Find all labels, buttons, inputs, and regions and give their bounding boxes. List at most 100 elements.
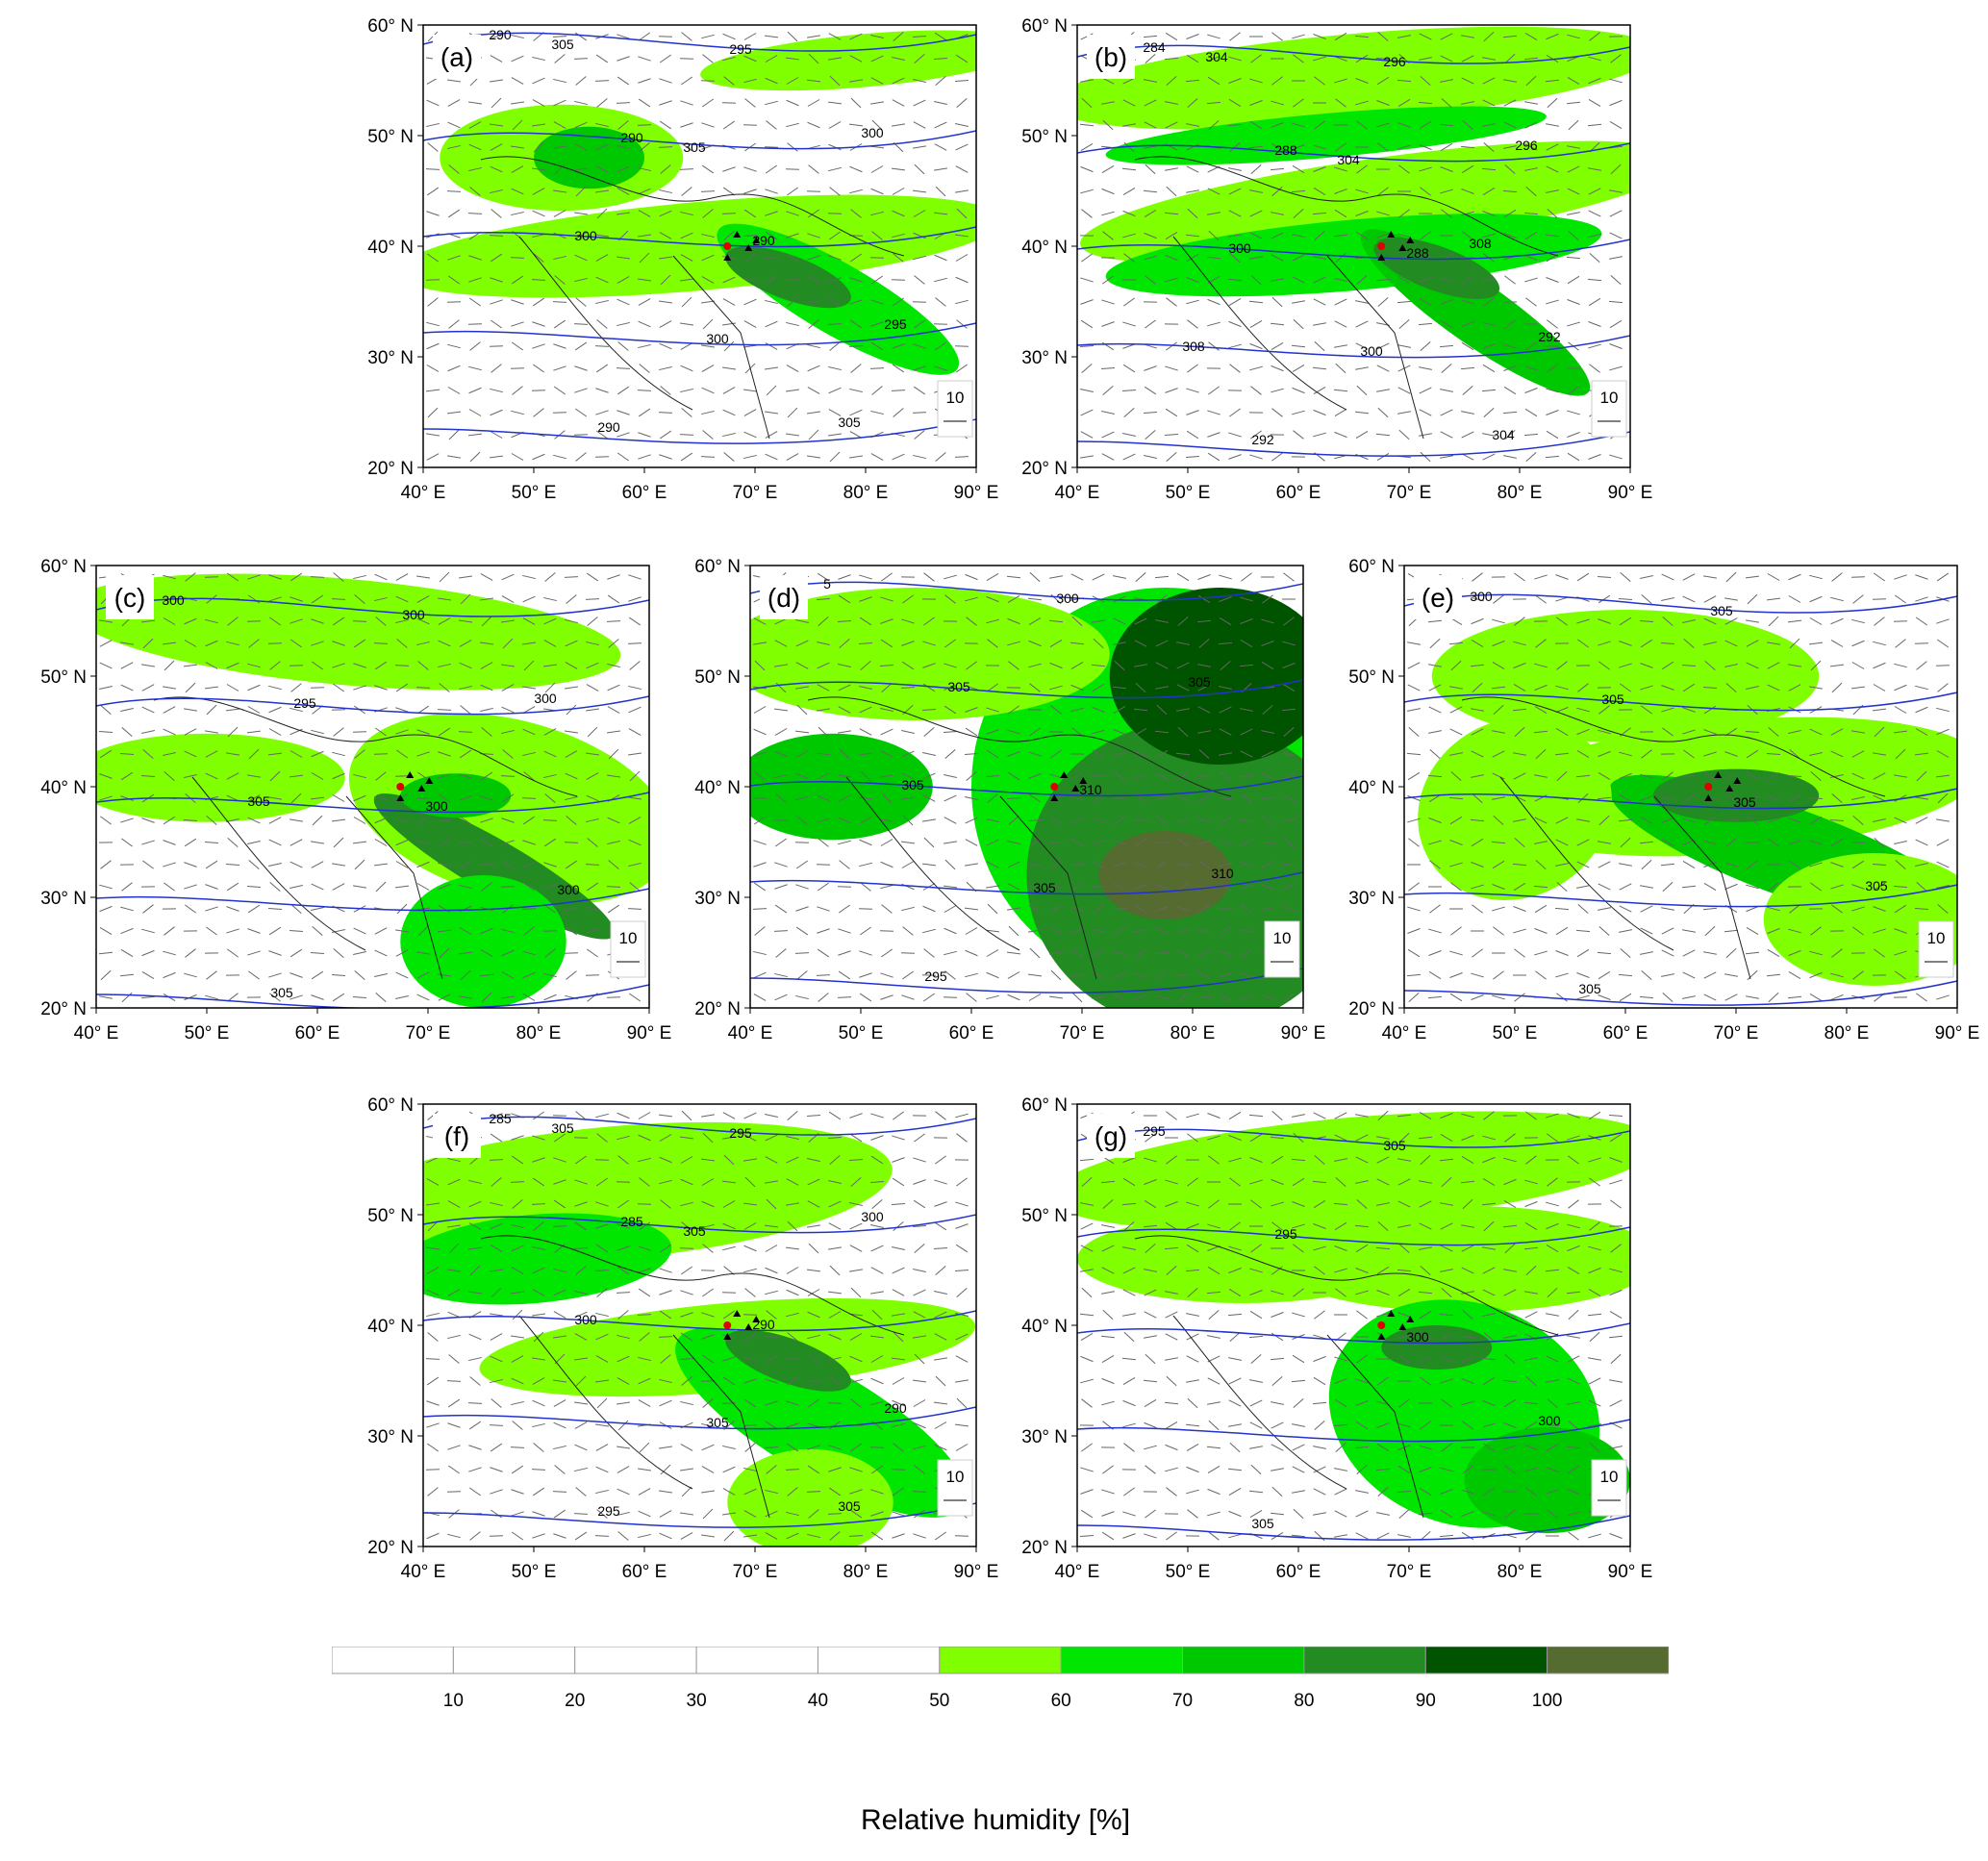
contour-label: 284 [1143, 39, 1166, 55]
humidity-shading [400, 875, 566, 1008]
x-tick-label: 80° E [1497, 1562, 1543, 1582]
x-tick-label: 90° E [1608, 483, 1653, 503]
contour-label: 285 [489, 1111, 512, 1126]
contour-label: 310 [1079, 782, 1102, 797]
colorbar-tick-label: 60 [1051, 1691, 1071, 1711]
y-tick-label: 30° N [1021, 348, 1068, 368]
x-tick-label: 50° E [185, 1023, 230, 1044]
contour-label: 300 [574, 1312, 597, 1327]
contour-label: 305 [551, 37, 574, 52]
x-tick-label: 60° E [1276, 483, 1321, 503]
colorbar-tick-label: 90 [1416, 1691, 1436, 1711]
colorbar-tick-label: 10 [443, 1691, 464, 1711]
contour-label: 305 [1601, 692, 1624, 707]
y-tick-label: 50° N [1021, 1206, 1068, 1226]
contour-label: 5 [823, 576, 831, 591]
contour-label: 305 [838, 415, 861, 430]
contour-label: 300 [861, 125, 884, 140]
contour-label: 300 [1056, 591, 1079, 606]
x-tick-label: 60° E [622, 483, 667, 503]
x-tick-label: 70° E [406, 1023, 451, 1044]
contour-label: 295 [1274, 1226, 1297, 1242]
contour-label: 300 [861, 1209, 884, 1224]
x-tick-label: 40° E [728, 1023, 773, 1044]
x-tick-label: 50° E [512, 483, 557, 503]
x-tick-label: 40° E [74, 1023, 119, 1044]
contour-label: 305 [683, 139, 706, 155]
x-tick-label: 90° E [627, 1023, 672, 1044]
contour-label: 295 [729, 41, 752, 57]
reference-vector-label: 10 [1927, 929, 1946, 947]
contour-label: 304 [1492, 427, 1515, 442]
x-tick-label: 70° E [1387, 1562, 1432, 1582]
y-tick-label: 40° N [1021, 238, 1068, 258]
y-tick-label: 30° N [367, 1427, 414, 1447]
y-tick-label: 50° N [1021, 127, 1068, 147]
station-marker [396, 783, 404, 791]
x-tick-label: 60° E [1603, 1023, 1648, 1044]
panel-label: (c) [114, 583, 146, 613]
contour-label: 305 [683, 1223, 706, 1239]
contour-label: 300 [574, 228, 597, 243]
reference-vector-label: 10 [946, 1468, 965, 1486]
x-tick-label: 70° E [1714, 1023, 1759, 1044]
colorbar-segment [696, 1647, 818, 1673]
y-tick-label: 60° N [40, 557, 87, 577]
y-tick-label: 60° N [694, 557, 741, 577]
colorbar-segment [1548, 1647, 1669, 1673]
map-a: 290290290295290295300300300305305305(a)1… [365, 17, 1039, 517]
contour-label: 305 [901, 777, 924, 792]
y-tick-label: 60° N [1021, 1095, 1068, 1116]
contour-label: 305 [838, 1498, 861, 1514]
y-tick-label: 40° N [367, 1317, 414, 1337]
y-tick-label: 20° N [367, 1538, 414, 1558]
y-tick-label: 40° N [40, 778, 87, 798]
contour-label: 295 [924, 968, 947, 984]
y-tick-label: 20° N [367, 459, 414, 479]
contour-label: 300 [557, 882, 580, 897]
y-tick-label: 50° N [694, 667, 741, 688]
contour-label: 290 [620, 130, 643, 145]
contour-label: 290 [884, 1400, 907, 1416]
colorbar-segment [1304, 1647, 1425, 1673]
y-tick-label: 40° N [1021, 1317, 1068, 1337]
contour-label: 305 [706, 1415, 729, 1430]
x-tick-label: 50° E [512, 1562, 557, 1582]
contour-label: 304 [1205, 49, 1228, 64]
contour-label: 308 [1182, 339, 1205, 354]
contour-label: 296 [1383, 54, 1406, 69]
panel-label: (f) [444, 1121, 469, 1151]
y-tick-label: 20° N [40, 999, 87, 1019]
x-tick-label: 90° E [1281, 1023, 1326, 1044]
x-tick-label: 90° E [954, 483, 999, 503]
contour-label: 285 [620, 1214, 643, 1229]
colorbar-tick-label: 50 [929, 1691, 949, 1711]
station-marker [723, 1321, 731, 1329]
x-tick-label: 40° E [1382, 1023, 1427, 1044]
contour-label: 305 [1865, 878, 1888, 893]
y-tick-label: 50° N [367, 127, 414, 147]
contour-label: 305 [1188, 674, 1211, 690]
contour-label: 300 [1360, 343, 1383, 359]
x-tick-label: 40° E [1055, 1562, 1100, 1582]
y-tick-label: 20° N [1021, 1538, 1068, 1558]
colorbar-segment [332, 1647, 453, 1673]
contour-label: 300 [1538, 1413, 1561, 1428]
station-marker [723, 242, 731, 250]
x-tick-label: 80° E [516, 1023, 562, 1044]
contour-label: 295 [1143, 1123, 1166, 1139]
y-tick-label: 60° N [367, 16, 414, 37]
x-tick-label: 50° E [1493, 1023, 1538, 1044]
x-tick-label: 40° E [401, 1562, 446, 1582]
x-tick-label: 50° E [1166, 483, 1211, 503]
station-marker [1704, 783, 1712, 791]
contour-label: 292 [1251, 432, 1274, 447]
contour-label: 305 [1251, 1516, 1274, 1531]
contour-label: 305 [1578, 981, 1601, 996]
contour-label: 295 [293, 695, 316, 711]
contour-label: 295 [884, 316, 907, 332]
